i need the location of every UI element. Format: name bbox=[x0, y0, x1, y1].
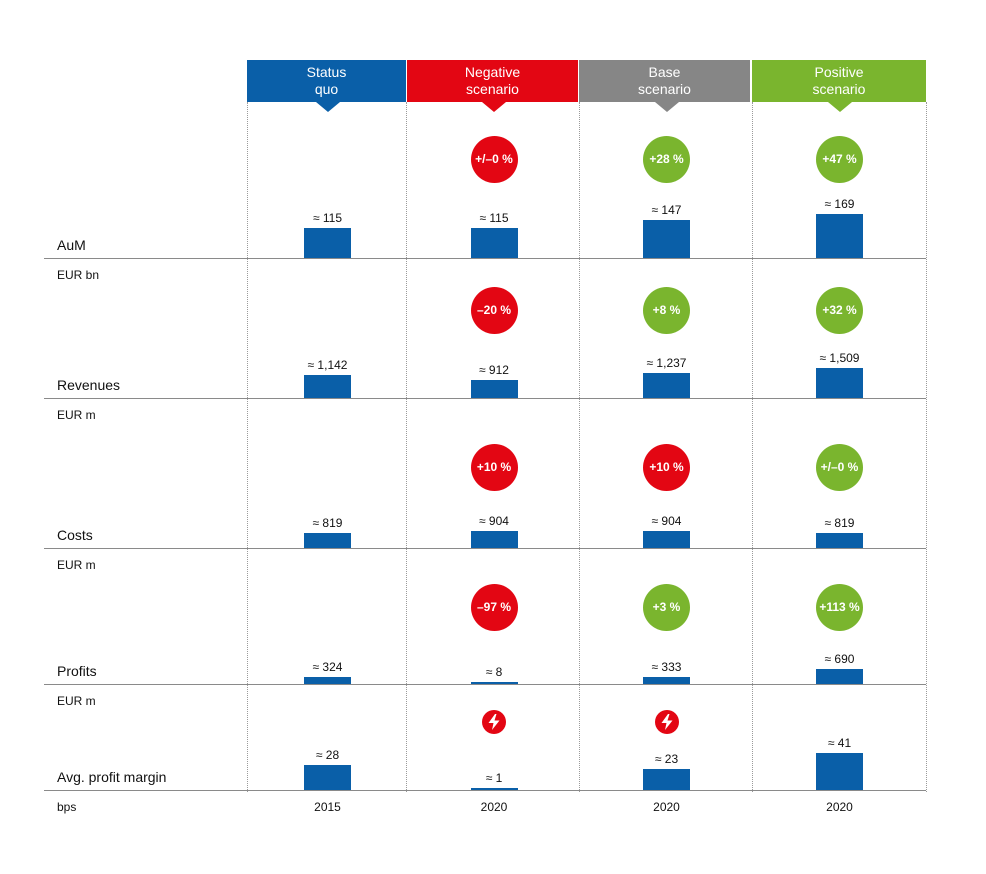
bar bbox=[470, 531, 518, 548]
row-label: Avg. profit margin bbox=[57, 769, 167, 785]
column-header-label: Negative scenario bbox=[464, 64, 521, 97]
year-label: 2020 bbox=[826, 800, 853, 814]
change-badge: +8 % bbox=[643, 286, 690, 334]
change-badge: +113 % bbox=[816, 583, 863, 631]
bar bbox=[643, 677, 690, 684]
bar-value-label: ≈ 904 bbox=[479, 514, 509, 528]
bar bbox=[304, 228, 351, 258]
change-badge: +/–0 % bbox=[816, 443, 863, 491]
column-divider bbox=[579, 102, 580, 792]
column-header: Base scenario bbox=[579, 60, 750, 102]
bar bbox=[304, 375, 351, 398]
row-unit: bps bbox=[57, 800, 77, 814]
warning-icon bbox=[654, 710, 679, 734]
row-label: Profits bbox=[57, 663, 97, 679]
warning-icon bbox=[482, 710, 506, 734]
bar-value-label: ≈ 690 bbox=[824, 652, 855, 666]
year-label: 2020 bbox=[480, 800, 508, 814]
bar-value-label: ≈ 23 bbox=[654, 752, 679, 766]
bar-value-label: ≈ 912 bbox=[479, 363, 509, 377]
column-header-arrow bbox=[827, 102, 852, 112]
bar bbox=[304, 765, 351, 790]
bar bbox=[643, 769, 690, 790]
column-header: Status quo bbox=[247, 60, 406, 102]
change-badge: –97 % bbox=[470, 583, 518, 631]
change-badge: +3 % bbox=[643, 583, 690, 631]
row-baseline bbox=[44, 398, 926, 399]
change-badge: +47 % bbox=[816, 135, 863, 183]
year-label: 2020 bbox=[653, 800, 680, 814]
column-divider bbox=[926, 102, 927, 792]
column-header-label: Base scenario bbox=[638, 64, 691, 97]
bar bbox=[816, 368, 863, 398]
row-label: Revenues bbox=[57, 377, 121, 393]
bar-value-label: ≈ 1,142 bbox=[307, 358, 348, 372]
bar-value-label: ≈ 1,509 bbox=[819, 351, 860, 365]
row-baseline bbox=[44, 684, 926, 685]
bar bbox=[816, 214, 863, 258]
bar-value-label: ≈ 819 bbox=[824, 516, 855, 530]
bar-value-label: ≈ 115 bbox=[479, 211, 509, 225]
bar bbox=[643, 531, 690, 548]
bar bbox=[470, 380, 518, 398]
column-header-label: Status quo bbox=[306, 64, 347, 97]
column-divider bbox=[247, 102, 248, 792]
bar bbox=[304, 677, 351, 684]
bar bbox=[470, 682, 518, 684]
bar-value-label: ≈ 333 bbox=[651, 660, 682, 674]
change-badge: +32 % bbox=[816, 286, 863, 334]
bar bbox=[816, 533, 863, 548]
bar bbox=[470, 788, 518, 790]
bar-value-label: ≈ 1,237 bbox=[646, 356, 687, 370]
bar-value-label: ≈ 115 bbox=[312, 211, 343, 225]
bar-value-label: ≈ 324 bbox=[312, 660, 343, 674]
row-baseline bbox=[44, 548, 926, 549]
change-badge: +/–0 % bbox=[470, 135, 518, 183]
row-unit: EUR bn bbox=[57, 268, 100, 282]
row-unit: EUR m bbox=[57, 694, 96, 708]
column-header: Positive scenario bbox=[752, 60, 926, 102]
bar-value-label: ≈ 904 bbox=[651, 514, 682, 528]
bar-value-label: ≈ 1 bbox=[485, 771, 503, 785]
bar bbox=[643, 373, 690, 398]
bar-value-label: ≈ 8 bbox=[485, 665, 503, 679]
bar-value-label: ≈ 169 bbox=[824, 197, 855, 211]
column-header-arrow bbox=[482, 102, 506, 112]
change-badge: +28 % bbox=[643, 135, 690, 183]
bar-value-label: ≈ 28 bbox=[315, 748, 340, 762]
row-baseline bbox=[44, 258, 926, 259]
bar-value-label: ≈ 819 bbox=[312, 516, 343, 530]
row-unit: EUR m bbox=[57, 558, 96, 572]
row-unit: EUR m bbox=[57, 408, 96, 422]
column-divider bbox=[752, 102, 753, 792]
row-baseline bbox=[44, 790, 926, 791]
column-header-arrow bbox=[654, 102, 679, 112]
bar bbox=[643, 220, 690, 258]
bar-value-label: ≈ 41 bbox=[827, 736, 852, 750]
change-badge: +10 % bbox=[643, 443, 690, 491]
year-label: 2015 bbox=[314, 800, 341, 814]
bar bbox=[816, 669, 863, 684]
change-badge: +10 % bbox=[470, 443, 518, 491]
column-header: Negative scenario bbox=[407, 60, 578, 102]
row-label: AuM bbox=[57, 237, 86, 253]
bar-value-label: ≈ 147 bbox=[651, 203, 682, 217]
bar bbox=[816, 753, 863, 790]
column-header-label: Positive scenario bbox=[812, 64, 866, 97]
change-badge: –20 % bbox=[470, 286, 518, 334]
row-label: Costs bbox=[57, 527, 93, 543]
column-divider bbox=[406, 102, 407, 792]
bar bbox=[470, 228, 518, 258]
bar bbox=[304, 533, 351, 548]
column-header-arrow bbox=[315, 102, 340, 112]
